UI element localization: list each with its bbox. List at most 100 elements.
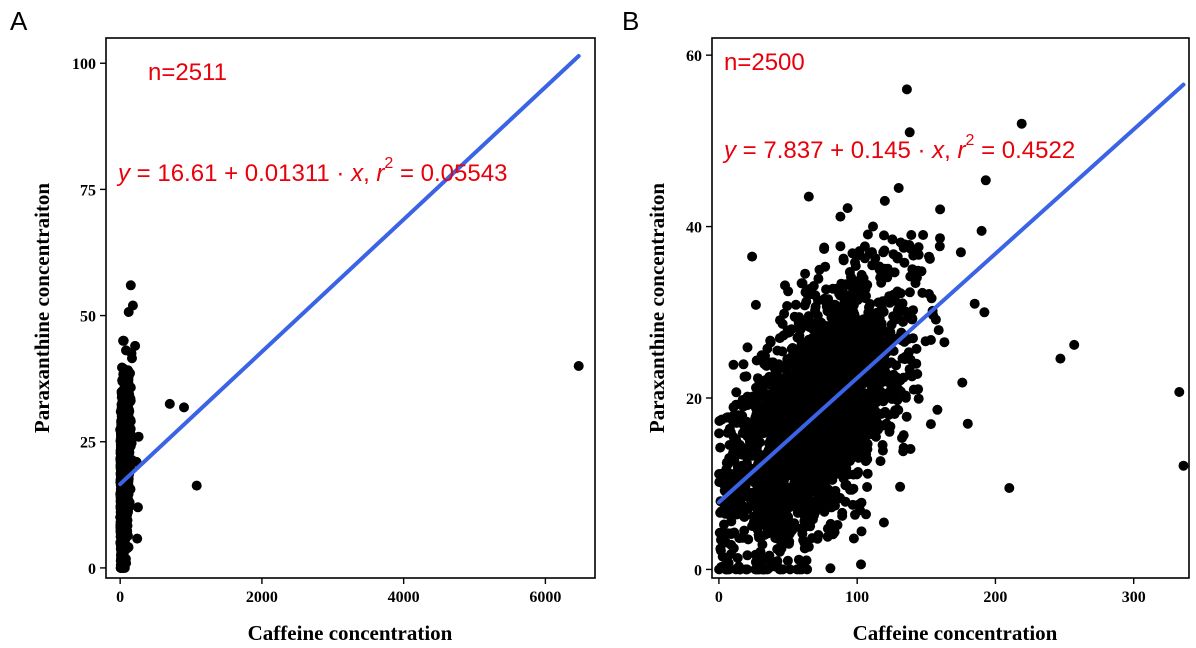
data-point-b <box>714 428 725 439</box>
data-point-a <box>121 464 132 475</box>
data-point-b <box>890 405 901 416</box>
data-point-b <box>835 290 846 301</box>
data-point-b <box>774 546 785 557</box>
x-tick-label-b: 300 <box>1122 589 1146 606</box>
data-point-b <box>782 301 793 311</box>
data-point-b <box>810 290 821 301</box>
data-point-b <box>778 532 789 543</box>
data-point-b <box>804 392 815 403</box>
data-point-b <box>763 389 774 400</box>
panel-label-b: B <box>622 6 639 36</box>
data-point-a <box>132 533 143 544</box>
x-tick-label-a: 0 <box>116 589 124 606</box>
data-point-b <box>766 357 776 368</box>
equation-comma-a: , <box>363 160 376 187</box>
data-point-a <box>117 454 128 465</box>
data-point-b <box>882 392 893 403</box>
data-point-b <box>835 308 846 319</box>
data-point-b <box>750 549 761 560</box>
data-point-a <box>118 521 129 532</box>
data-point-b <box>892 286 903 297</box>
data-point-b <box>933 325 944 336</box>
data-point-a <box>164 398 175 409</box>
data-point-b <box>822 326 833 337</box>
data-point-b <box>893 313 904 324</box>
data-point-b <box>755 392 766 402</box>
y-tick-label-a: 25 <box>80 435 96 452</box>
data-point-b <box>881 376 892 387</box>
data-point-b <box>715 442 726 453</box>
data-point-b <box>856 559 866 570</box>
data-point-b <box>747 392 758 403</box>
data-point-b <box>802 354 813 365</box>
data-point-b <box>846 424 857 435</box>
data-point-b <box>849 275 860 286</box>
data-point-b <box>714 469 725 479</box>
data-point-b <box>796 363 807 374</box>
y-axis-title-a: Paraxanthine concentraiton <box>30 183 54 434</box>
y-tick-label-b: 0 <box>694 562 702 579</box>
data-point-b <box>842 203 853 214</box>
data-point-b <box>898 446 909 457</box>
data-point-b <box>782 327 793 338</box>
data-point-b <box>868 398 879 409</box>
data-point-b <box>774 333 785 344</box>
data-point-b <box>913 249 924 260</box>
data-point-b <box>750 299 761 310</box>
data-point-b <box>932 404 943 415</box>
x-tick-label-b: 100 <box>845 589 869 606</box>
data-point-b <box>762 552 773 563</box>
data-point-b <box>856 526 867 537</box>
data-point-a <box>121 433 132 444</box>
data-point-a <box>116 485 127 496</box>
data-point-b <box>769 434 780 445</box>
data-point-b <box>878 517 889 528</box>
data-point-b <box>862 229 873 240</box>
data-point-b <box>920 336 931 347</box>
data-point-b <box>739 512 750 522</box>
data-point-b <box>741 457 752 468</box>
data-point-b <box>848 434 859 445</box>
data-point-b <box>863 338 874 349</box>
data-point-b <box>917 287 928 298</box>
equation-r2-a: = 0.05543 <box>393 160 507 187</box>
data-point-b <box>731 399 742 410</box>
data-point-b <box>840 496 851 507</box>
data-point-a <box>121 393 132 404</box>
data-point-b <box>741 489 752 500</box>
data-point-b <box>835 211 846 222</box>
data-point-b <box>862 482 873 492</box>
x-tick-label-a: 6000 <box>529 589 561 606</box>
data-point-b <box>848 483 859 494</box>
data-point-b <box>868 221 878 232</box>
data-point-b <box>720 508 731 519</box>
data-point-b <box>723 557 734 568</box>
data-point-b <box>913 393 924 404</box>
data-point-b <box>868 374 878 385</box>
data-point-b <box>900 351 911 362</box>
data-point-b <box>727 469 737 480</box>
data-point-b <box>884 426 895 437</box>
data-point-b <box>810 305 821 316</box>
data-point-a <box>116 503 127 514</box>
data-point-b <box>847 248 858 259</box>
data-point-b <box>785 564 795 575</box>
data-point-b <box>859 241 870 252</box>
data-point-b <box>765 335 776 346</box>
data-point-b <box>851 347 862 357</box>
data-point-b <box>744 419 755 430</box>
data-point-b <box>782 555 793 566</box>
data-point-b <box>848 533 859 544</box>
data-point-a <box>125 280 136 291</box>
data-point-b <box>825 518 836 529</box>
plot-frame-b <box>711 37 1190 579</box>
data-point-b <box>824 443 834 454</box>
data-point-b <box>877 445 888 456</box>
data-point-b <box>831 401 842 412</box>
data-point-b <box>856 269 867 280</box>
data-point-b <box>911 343 922 354</box>
data-point-b <box>826 502 837 513</box>
data-point-b <box>863 307 874 318</box>
data-point-b <box>743 534 754 545</box>
